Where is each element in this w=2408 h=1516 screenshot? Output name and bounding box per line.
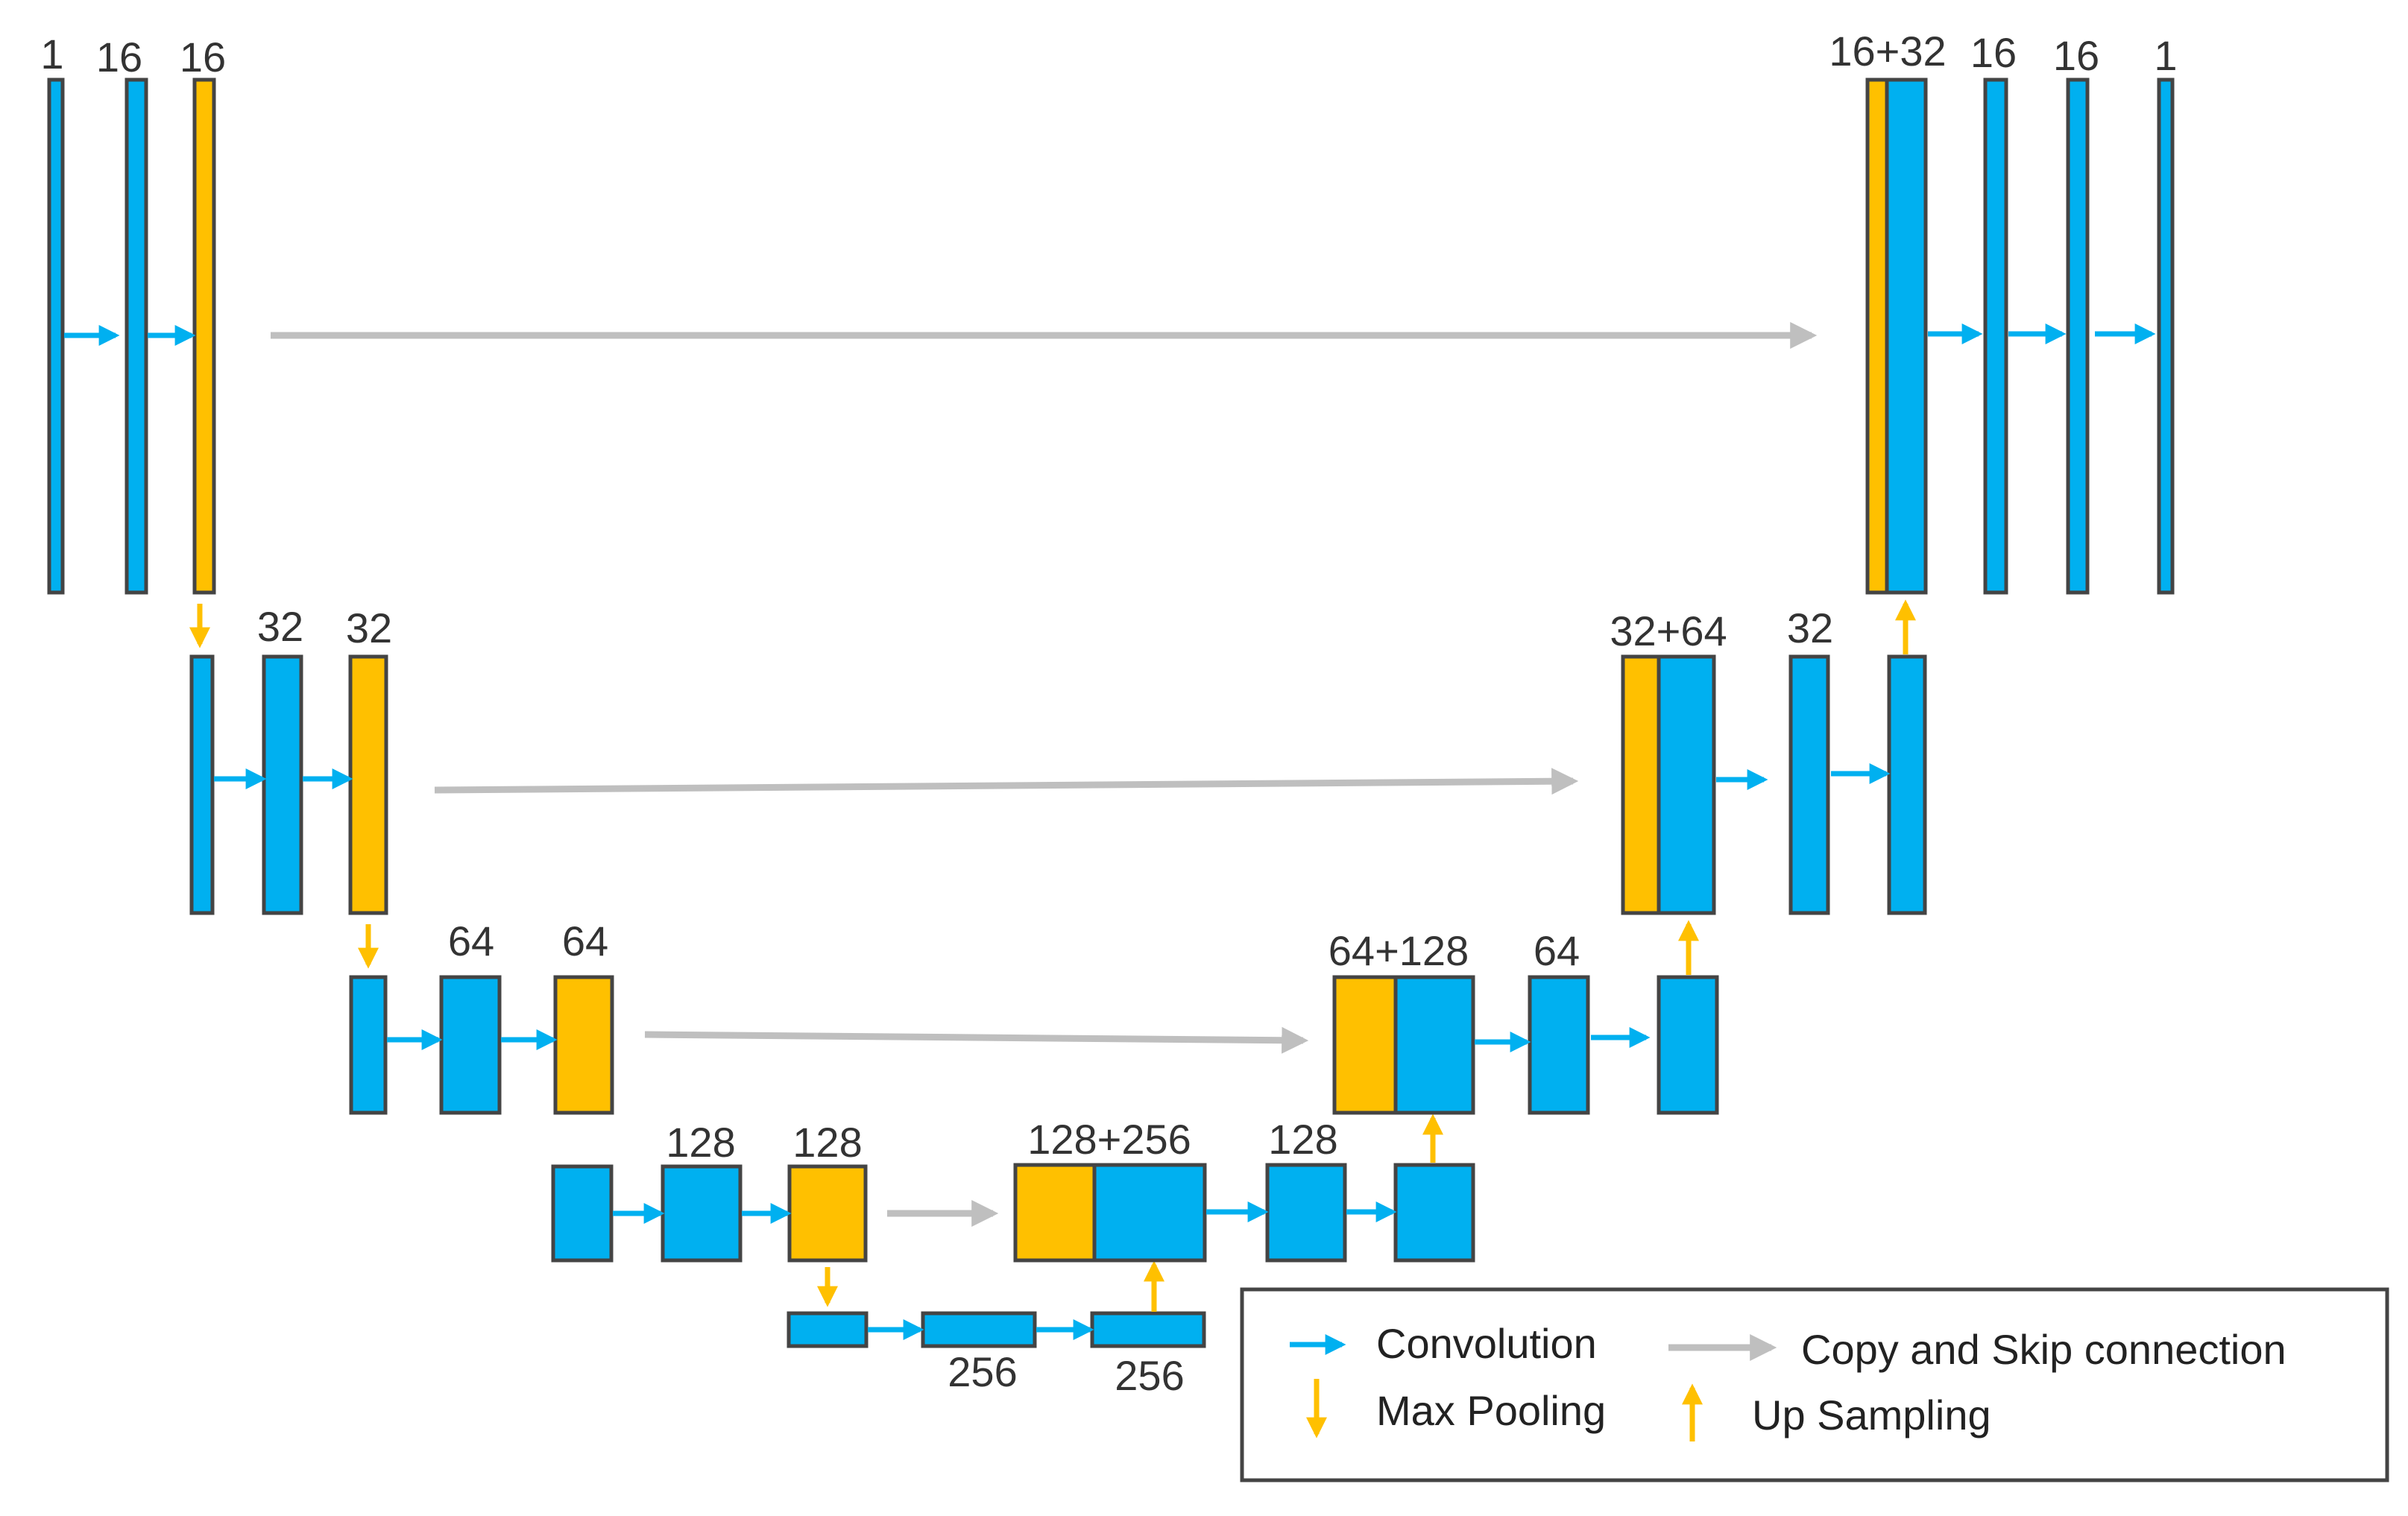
decoder-level-4: 128+256 128 bbox=[1013, 1114, 1475, 1263]
bottleneck: 256 256 bbox=[787, 1260, 1206, 1399]
label-l2-cat: 32+64 bbox=[1610, 607, 1727, 654]
decoder-level-1: 16+32 16 16 1 bbox=[1829, 28, 2178, 595]
encoder-level-2: 32 32 bbox=[189, 603, 392, 969]
block-l3-skip-copy bbox=[1332, 975, 1398, 1115]
skip-arrow-l3 bbox=[644, 1026, 1309, 1054]
legend: Convolution Copy and Skip connection Max… bbox=[1240, 1287, 2389, 1482]
label-l4-c1: 128 bbox=[666, 1119, 735, 1166]
label-l1-in: 1 bbox=[40, 31, 63, 78]
encoder-level-4: 128 128 bbox=[551, 1119, 868, 1307]
block-l3-conv1 bbox=[439, 975, 502, 1115]
label-l3-c2: 64 bbox=[562, 918, 608, 964]
block-output bbox=[2157, 78, 2175, 595]
skip-arrow-l2 bbox=[434, 768, 1579, 795]
block-l4-in bbox=[551, 1164, 614, 1263]
block-l2-in bbox=[189, 654, 215, 915]
block-l1-skip-copy bbox=[1865, 78, 1889, 595]
block-l2-dconv1 bbox=[1788, 654, 1830, 915]
block-l3-dconv2 bbox=[1657, 975, 1719, 1115]
block-l4-conv1 bbox=[661, 1164, 743, 1263]
block-l5-conv2 bbox=[1090, 1311, 1206, 1348]
legend-box bbox=[1240, 1287, 2389, 1482]
block-l4-skip-copy bbox=[1013, 1163, 1097, 1263]
label-l1-out: 1 bbox=[2154, 32, 2177, 79]
label-l4-c2: 128 bbox=[792, 1119, 862, 1166]
label-l1-cat: 16+32 bbox=[1829, 28, 1946, 75]
label-l2-d1: 32 bbox=[1787, 604, 1833, 651]
encoder-level-3: 64 64 bbox=[349, 918, 614, 1115]
label-l5-c2: 256 bbox=[1115, 1352, 1184, 1399]
block-l3-in bbox=[349, 975, 388, 1115]
label-l1-c1: 16 bbox=[96, 34, 142, 80]
label-l3-c1: 64 bbox=[448, 918, 494, 964]
legend-pooling: Max Pooling bbox=[1376, 1387, 1606, 1434]
block-l5-conv1 bbox=[921, 1311, 1037, 1348]
block-l1-dconv2 bbox=[2066, 78, 2090, 595]
label-l4-d1: 128 bbox=[1268, 1116, 1337, 1163]
decoder-level-2: 32+64 32 bbox=[1610, 599, 1927, 915]
block-l4-dconv1 bbox=[1265, 1163, 1347, 1263]
legend-skip: Copy and Skip connection bbox=[1801, 1326, 2286, 1373]
block-l2-conv2 bbox=[348, 654, 388, 915]
block-l5-in bbox=[787, 1311, 869, 1348]
block-l4-dconv2 bbox=[1393, 1163, 1475, 1263]
block-l1-conv1 bbox=[125, 78, 148, 595]
label-l1-d1: 16 bbox=[1970, 29, 2017, 76]
decoder-level-3: 64+128 64 bbox=[1329, 920, 1719, 1115]
block-l1-upsampled bbox=[1885, 78, 1928, 595]
block-l2-conv1 bbox=[262, 654, 303, 915]
block-l3-dconv1 bbox=[1528, 975, 1590, 1115]
label-l2-c2: 32 bbox=[346, 604, 392, 651]
label-l1-c2: 16 bbox=[180, 34, 226, 80]
label-l3-cat: 64+128 bbox=[1329, 927, 1469, 974]
skip-connections bbox=[271, 322, 1818, 1227]
block-l4-upsampled bbox=[1092, 1163, 1207, 1263]
block-l2-dconv2 bbox=[1887, 654, 1927, 915]
block-input bbox=[47, 78, 65, 595]
label-l3-d1: 64 bbox=[1534, 927, 1580, 974]
encoder-level-1: 1 16 16 bbox=[40, 31, 226, 648]
legend-convolution: Convolution bbox=[1376, 1320, 1597, 1367]
label-l1-d2: 16 bbox=[2053, 32, 2099, 79]
block-l3-upsampled bbox=[1393, 975, 1475, 1115]
label-l2-c1: 32 bbox=[257, 603, 303, 650]
label-l5-c1: 256 bbox=[948, 1348, 1017, 1395]
block-l2-skip-copy bbox=[1621, 654, 1661, 915]
block-l2-upsampled bbox=[1657, 654, 1716, 915]
block-l1-conv2 bbox=[192, 78, 216, 595]
block-l3-conv2 bbox=[553, 975, 614, 1115]
block-l1-dconv1 bbox=[1983, 78, 2008, 595]
block-l4-conv2 bbox=[787, 1164, 868, 1263]
label-l4-cat: 128+256 bbox=[1027, 1116, 1191, 1163]
legend-upsampling: Up Sampling bbox=[1752, 1392, 1991, 1438]
